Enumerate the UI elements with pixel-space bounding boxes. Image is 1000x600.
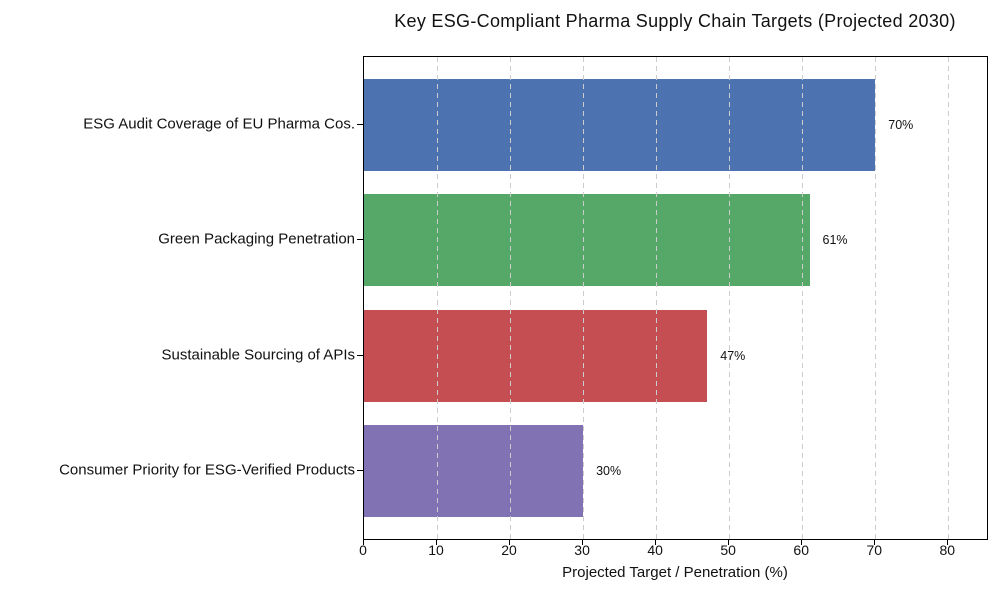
x-axis-tick <box>947 540 949 545</box>
bar-value-label: 30% <box>596 463 622 478</box>
y-category-label: Sustainable Sourcing of APIs <box>161 346 355 364</box>
x-axis-tick <box>436 540 438 545</box>
gridline-x-10 <box>437 57 439 539</box>
x-tick-label: 80 <box>939 542 956 558</box>
y-category-label: Consumer Priority for ESG-Verified Produ… <box>59 461 355 479</box>
x-tick-label: 40 <box>647 542 663 558</box>
x-tick-label: 50 <box>720 542 736 558</box>
x-tick-label: 70 <box>866 542 883 558</box>
bar-3 <box>364 309 708 402</box>
gridline-x-30 <box>583 57 585 539</box>
bar-value-label: 70% <box>888 118 914 133</box>
chart-title: Key ESG-Compliant Pharma Supply Chain Ta… <box>394 11 956 31</box>
bar-value-label: 61% <box>822 233 848 248</box>
x-tick-label: 0 <box>359 542 367 558</box>
y-axis-tick <box>357 124 363 126</box>
x-axis-tick <box>874 540 876 545</box>
bar-4 <box>364 424 584 518</box>
x-axis-tick <box>728 540 730 545</box>
y-category-label: ESG Audit Coverage of EU Pharma Cos. <box>83 115 355 133</box>
x-tick-label: 20 <box>501 542 517 558</box>
x-axis-tick <box>801 540 803 545</box>
x-axis-label: Projected Target / Penetration (%) <box>562 564 788 581</box>
y-axis-tick <box>357 469 363 471</box>
y-category-label: Green Packaging Penetration <box>158 230 355 248</box>
bar-2 <box>364 194 810 287</box>
plot-area: 70% 61% 47% 30% <box>363 56 988 540</box>
gridline-x-50 <box>729 57 731 539</box>
gridline-x-80 <box>948 57 950 539</box>
x-tick-label: 60 <box>793 542 809 558</box>
y-axis-tick <box>357 239 363 241</box>
bar-value-label: 47% <box>720 348 746 363</box>
x-axis-tick <box>655 540 657 545</box>
gridline-x-70 <box>875 57 877 539</box>
bar-1 <box>364 78 876 172</box>
x-axis-tick <box>363 540 364 545</box>
x-axis-tick <box>582 540 584 545</box>
y-axis-tick <box>357 354 363 356</box>
x-tick-label: 30 <box>574 542 590 558</box>
gridline-x-40 <box>656 57 658 539</box>
gridline-x-60 <box>802 57 804 539</box>
x-axis-tick <box>509 540 511 545</box>
x-tick-label: 10 <box>428 542 444 558</box>
gridline-x-20 <box>510 57 512 539</box>
